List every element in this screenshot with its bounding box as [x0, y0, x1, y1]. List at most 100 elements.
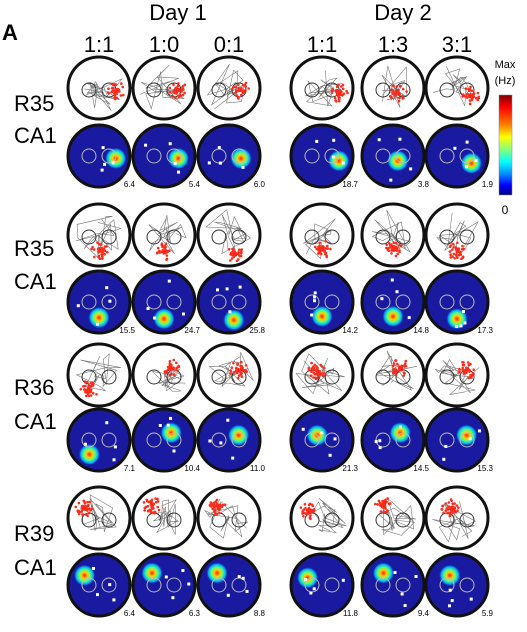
- peak-rate-label: 25.8: [249, 326, 265, 335]
- peak-rate-label: 11.8: [343, 609, 359, 618]
- trajectory-plot: [360, 202, 426, 268]
- peak-rate-label: 11.0: [250, 464, 266, 473]
- trajectory-plot: [289, 342, 355, 408]
- rate-map-hotspot: [153, 307, 175, 330]
- colorbar-unit-label: (Hz): [495, 75, 516, 87]
- peak-rate-label: 5.9: [482, 609, 494, 618]
- rate-map: [424, 552, 490, 618]
- row-region-label: CA1: [14, 555, 57, 580]
- peak-rate-label: 6.3: [189, 609, 201, 618]
- rate-map-hotspot: [73, 564, 96, 587]
- peak-rate-label: 3.8: [418, 180, 430, 189]
- peak-rate-label: 15.3: [477, 464, 493, 473]
- rate-map: [196, 407, 262, 473]
- row-region-label: CA1: [14, 409, 57, 434]
- trajectory-plot: [131, 342, 197, 408]
- rate-map: [289, 269, 355, 335]
- rate-map-hotspot: [160, 421, 183, 444]
- rate-map: [424, 407, 490, 473]
- colorbar: [498, 94, 513, 196]
- trajectory-plot: [289, 202, 355, 268]
- rate-map-hotspot: [167, 147, 190, 170]
- peak-rate-label: 6.4: [124, 180, 136, 189]
- rate-map: [289, 123, 355, 189]
- rate-map: [131, 407, 197, 473]
- row-rat-label: R35: [14, 236, 54, 261]
- panel-letter: A: [2, 20, 18, 45]
- rate-map: [131, 552, 197, 618]
- ratio-label: 0:1: [214, 32, 245, 57]
- trajectory-plot: [66, 485, 132, 551]
- trajectory-plot: [424, 485, 490, 551]
- peak-rate-label: 8.8: [254, 609, 266, 618]
- rate-map: [360, 407, 426, 473]
- row-rat-label: R39: [14, 521, 54, 546]
- peak-rate-label: 1.9: [482, 180, 494, 189]
- trajectory-plot: [289, 485, 355, 551]
- trajectory-plot: [424, 342, 490, 408]
- ratio-label: 1:1: [84, 32, 115, 57]
- peak-rate-label: 14.8: [413, 326, 429, 335]
- ratio-label: 1:0: [149, 32, 180, 57]
- trajectory-plot: [131, 202, 197, 268]
- rate-map-hotspot: [78, 443, 101, 466]
- trajectory-plot: [289, 55, 355, 121]
- rate-map-hotspot: [460, 152, 483, 175]
- rate-map: [360, 269, 426, 335]
- rate-map: [66, 123, 132, 189]
- peak-rate-label: 15.5: [119, 326, 135, 335]
- rate-map-hotspot: [438, 564, 461, 587]
- peak-rate-label: 24.7: [184, 326, 200, 335]
- rate-map-hotspot: [88, 306, 110, 329]
- rate-map-hotspot: [311, 305, 333, 328]
- day1-label: Day 1: [149, 0, 206, 25]
- rate-map: [66, 407, 132, 473]
- rate-map-hotspot: [327, 149, 350, 172]
- row-region-label: CA1: [14, 269, 57, 294]
- peak-rate-label: 7.1: [124, 464, 136, 473]
- peak-rate-label: 21.3: [342, 464, 358, 473]
- rate-map: [196, 269, 262, 335]
- ratio-label: 1:1: [307, 32, 338, 57]
- peak-rate-label: 6.4: [124, 609, 136, 618]
- rate-map: [131, 269, 197, 335]
- rate-map: [424, 269, 490, 335]
- trajectory-plot: [131, 55, 197, 121]
- peak-rate-label: 14.5: [413, 464, 429, 473]
- rate-map: [196, 123, 262, 189]
- rate-map-hotspot: [230, 147, 252, 170]
- trajectory-plot: [131, 485, 197, 551]
- rate-map-hotspot: [227, 424, 250, 447]
- row-rat-label: R35: [14, 91, 54, 116]
- rate-map: [360, 123, 426, 189]
- trajectory-plot: [360, 342, 426, 408]
- rate-map-hotspot: [296, 566, 319, 589]
- rate-map-hotspot: [455, 424, 478, 447]
- peak-rate-label: 18.7: [342, 180, 358, 189]
- rate-map: [289, 552, 355, 618]
- peak-rate-label: 14.2: [342, 326, 358, 335]
- ratio-label: 1:3: [378, 32, 409, 57]
- peak-rate-label: 9.4: [418, 609, 430, 618]
- peak-rate-label: 6.0: [254, 180, 266, 189]
- rate-map-hotspot: [372, 562, 395, 584]
- peak-rate-label: 5.4: [189, 180, 201, 189]
- trajectory-plot: [360, 55, 426, 121]
- trajectory-plot: [196, 485, 262, 551]
- row-rat-label: R36: [14, 375, 54, 400]
- trajectory-plot: [66, 202, 132, 268]
- rate-map: [360, 552, 426, 618]
- trajectory-plot: [424, 55, 490, 121]
- ratio-label: 3:1: [442, 32, 473, 57]
- rate-map: [196, 552, 262, 618]
- trajectory-plot: [196, 342, 262, 408]
- session-grid: 6.4 5.4 6.0 18.7 3.8 1.9 15.5 24.7 25.8 14.2 14.8 1…: [66, 55, 494, 618]
- trajectory-plot: [196, 55, 262, 121]
- rate-map-hotspot: [446, 307, 468, 330]
- rate-map-hotspot: [382, 305, 404, 328]
- day2-label: Day 2: [374, 0, 431, 25]
- peak-rate-label: 10.4: [184, 464, 200, 473]
- row-region-label: CA1: [14, 123, 57, 148]
- rate-map-hotspot: [389, 421, 412, 444]
